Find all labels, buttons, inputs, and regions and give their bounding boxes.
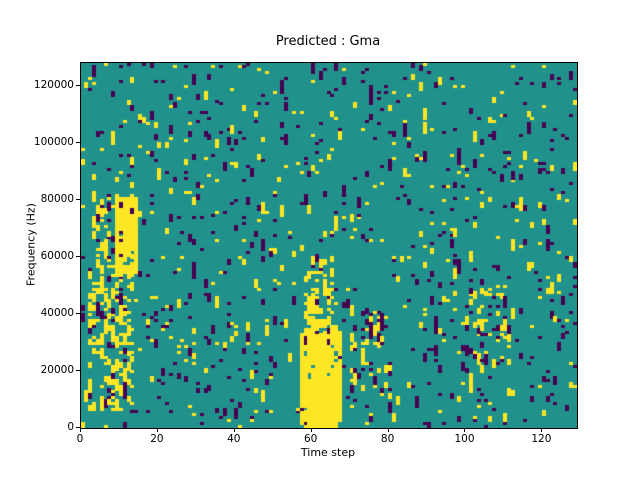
plot-area	[80, 62, 578, 429]
x-tick-mark	[464, 428, 466, 432]
y-axis-label: Frequency (Hz)	[24, 203, 38, 286]
x-tick-mark	[310, 428, 312, 432]
y-tick-label: 60000	[40, 249, 74, 262]
y-tick-label: 20000	[40, 363, 74, 376]
x-tick-label: 100	[454, 433, 475, 445]
y-tick-mark	[76, 255, 80, 257]
x-tick-label: 40	[227, 433, 241, 445]
y-tick-label: 0	[67, 421, 74, 433]
y-tick-label: 100000	[33, 135, 74, 148]
y-tick-mark	[76, 198, 80, 200]
y-tick-mark	[76, 141, 80, 143]
y-tick-mark	[76, 84, 80, 86]
chart-title: Predicted : Gma	[275, 34, 381, 49]
x-tick-label: 0	[76, 433, 84, 445]
x-axis-label: Time step	[300, 446, 356, 459]
y-tick-label: 120000	[33, 78, 74, 91]
x-tick-label: 20	[150, 433, 164, 445]
x-tick-mark	[541, 428, 543, 432]
y-tick-mark	[76, 427, 80, 428]
y-tick-label: 80000	[40, 192, 74, 205]
y-tick-mark	[76, 369, 80, 371]
x-tick-mark	[156, 428, 158, 432]
y-tick-mark	[76, 312, 80, 314]
x-tick-label: 80	[380, 433, 395, 445]
x-tick-label: 60	[304, 433, 318, 445]
x-tick-label: 120	[531, 433, 552, 445]
x-tick-mark	[387, 428, 389, 432]
y-tick-label: 40000	[40, 306, 74, 319]
x-tick-mark	[233, 428, 235, 432]
heatmap-canvas	[81, 63, 577, 428]
x-tick-mark	[80, 428, 81, 432]
